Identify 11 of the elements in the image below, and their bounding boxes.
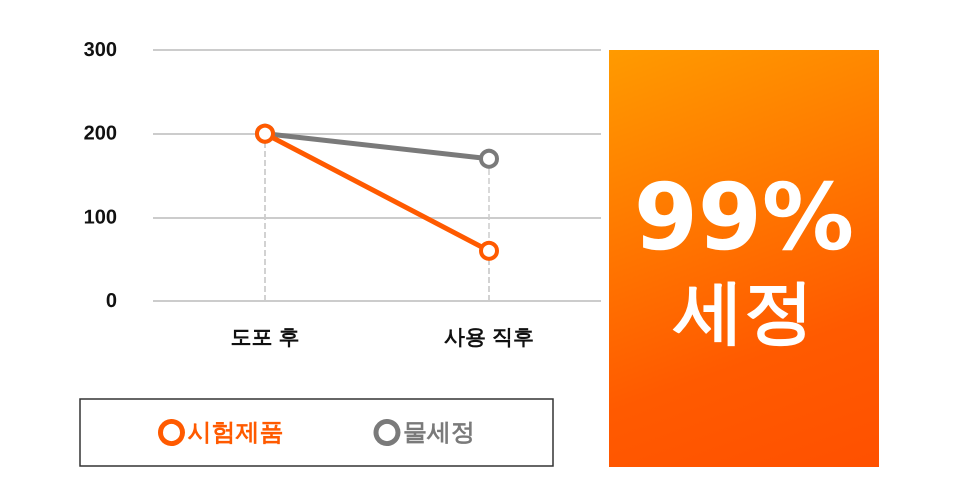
callout-box: 99% 세정 xyxy=(609,50,879,467)
y-tick-label: 200 xyxy=(84,122,117,145)
point xyxy=(479,240,499,261)
y-tick-label: 100 xyxy=(84,206,117,228)
legend-label: 시험제품 xyxy=(188,419,284,446)
y-tick-label: 300 xyxy=(84,39,117,61)
y-tick-label: 0 xyxy=(106,290,117,312)
legend-label: 물세정 xyxy=(403,419,475,446)
point xyxy=(479,148,499,169)
x-tick-label: 도포 후 xyxy=(230,326,300,349)
x-tick-label: 사용 직후 xyxy=(444,326,534,349)
